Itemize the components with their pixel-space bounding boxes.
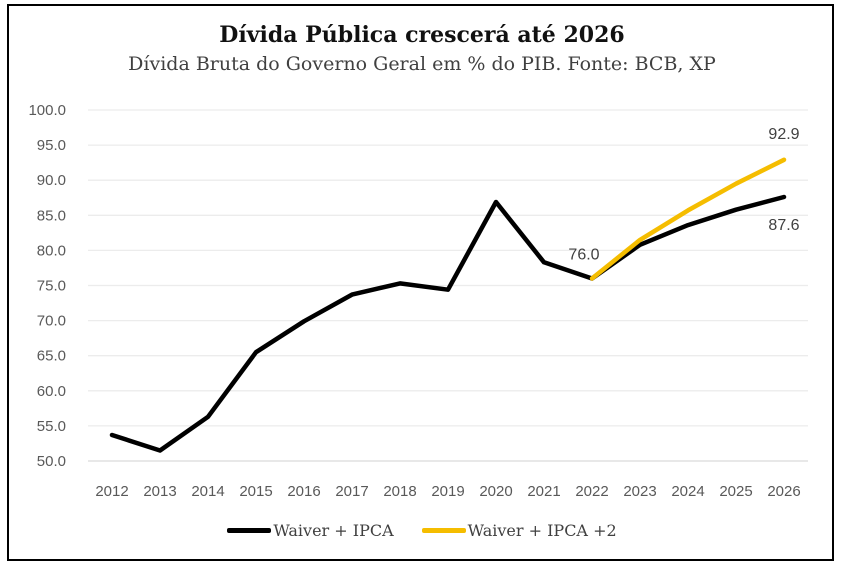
data-label: 92.9 bbox=[768, 126, 799, 143]
x-tick-label: 2025 bbox=[719, 483, 752, 500]
x-tick-label: 2015 bbox=[239, 483, 272, 500]
x-tick-label: 2023 bbox=[623, 483, 656, 500]
legend-swatch-black bbox=[227, 528, 272, 533]
x-tick-label: 2022 bbox=[575, 483, 608, 500]
legend-item-waiver-ipca-2[interactable]: Waiver + IPCA +2 bbox=[421, 521, 617, 540]
y-tick-label: 55.0 bbox=[37, 418, 66, 435]
gridlines bbox=[88, 109, 808, 462]
legend-label: Waiver + IPCA bbox=[273, 521, 394, 540]
data-labels: 76.0 92.9 87.6 bbox=[568, 126, 799, 264]
x-tick-label: 2012 bbox=[95, 483, 128, 500]
legend-swatch-yellow bbox=[421, 528, 466, 533]
y-tick-label: 65.0 bbox=[37, 348, 66, 365]
y-tick-label: 95.0 bbox=[37, 137, 66, 154]
y-tick-label: 90.0 bbox=[37, 172, 66, 189]
x-tick-label: 2017 bbox=[335, 483, 368, 500]
series-line-waiver-ipca-2 bbox=[589, 157, 787, 281]
chart-frame bbox=[7, 4, 834, 561]
chart-subtitle: Dívida Bruta do Governo Geral em % do PI… bbox=[128, 53, 716, 75]
x-tick-label: 2019 bbox=[431, 483, 464, 500]
x-tick-label: 2021 bbox=[527, 483, 560, 500]
legend-label: Waiver + IPCA +2 bbox=[467, 521, 617, 540]
x-tick-label: 2026 bbox=[767, 483, 800, 500]
series-lines bbox=[109, 157, 787, 453]
data-label: 87.6 bbox=[768, 217, 799, 234]
y-tick-label: 100.0 bbox=[28, 102, 66, 119]
x-tick-label: 2018 bbox=[383, 483, 416, 500]
series-line-waiver-ipca bbox=[109, 194, 787, 453]
x-tick-label: 2014 bbox=[191, 483, 224, 500]
y-tick-label: 60.0 bbox=[37, 383, 66, 400]
y-tick-label: 70.0 bbox=[37, 313, 66, 330]
y-axis-ticks: 50.0 55.0 60.0 65.0 70.0 75.0 80.0 85.0 90.0 95.0… bbox=[28, 102, 66, 470]
legend: Waiver + IPCA Waiver + IPCA +2 bbox=[0, 521, 844, 540]
x-tick-label: 2013 bbox=[143, 483, 176, 500]
data-label: 76.0 bbox=[568, 246, 599, 263]
y-tick-label: 80.0 bbox=[37, 242, 66, 259]
legend-item-waiver-ipca[interactable]: Waiver + IPCA bbox=[227, 521, 394, 540]
x-tick-label: 2020 bbox=[479, 483, 512, 500]
x-tick-label: 2016 bbox=[287, 483, 320, 500]
x-axis-ticks: 2012 2013 2014 2015 2016 2017 2018 2019 2020 2021… bbox=[95, 483, 800, 500]
x-tick-label: 2024 bbox=[671, 483, 704, 500]
chart-title: Dívida Pública crescerá até 2026 bbox=[219, 22, 625, 48]
y-tick-label: 85.0 bbox=[37, 207, 66, 224]
y-tick-label: 50.0 bbox=[37, 453, 66, 470]
y-tick-label: 75.0 bbox=[37, 278, 66, 295]
